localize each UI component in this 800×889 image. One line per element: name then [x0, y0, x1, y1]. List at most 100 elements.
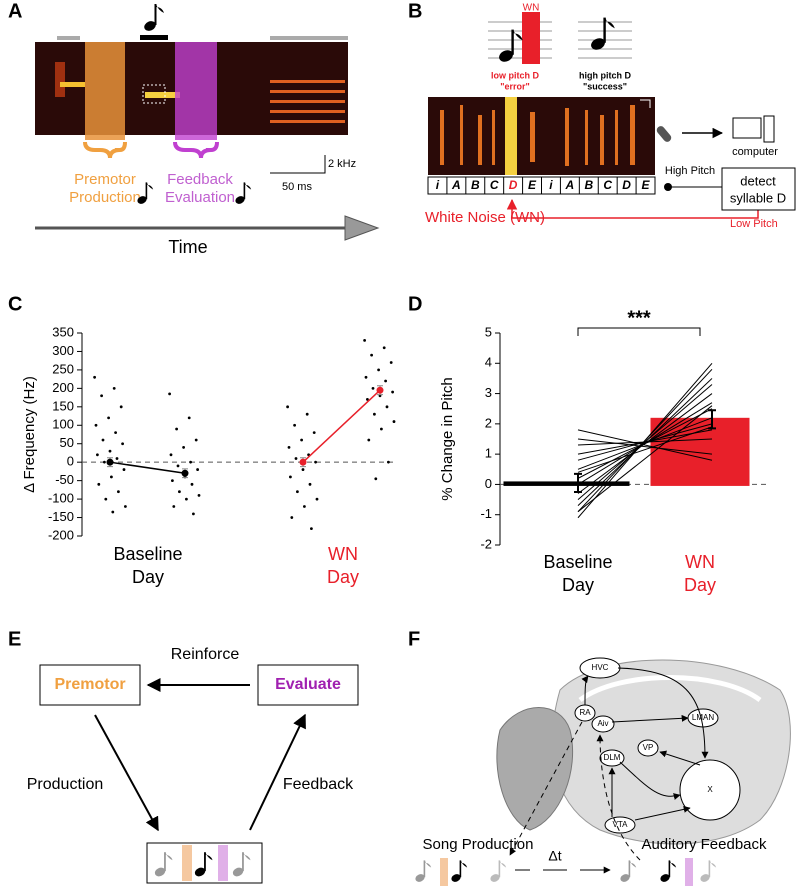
syllable: E: [642, 178, 651, 192]
point: [100, 394, 103, 398]
label: Premotor: [74, 171, 136, 188]
y-tick-label: 200: [52, 380, 74, 395]
y-tick-label: 1: [485, 446, 492, 461]
panel-label: B: [408, 0, 422, 22]
note: [142, 4, 164, 33]
syllable: i: [436, 178, 440, 192]
label: Δt: [548, 848, 561, 864]
streak: [55, 62, 65, 97]
point: [310, 527, 313, 531]
label: detect: [740, 173, 776, 188]
point: [114, 431, 117, 435]
label: Auditory Feedback: [641, 836, 767, 853]
category-label: Day: [562, 575, 594, 595]
point: [194, 438, 198, 442]
point: [168, 392, 172, 396]
y-tick-label: 150: [52, 398, 74, 413]
dashed-arrow: [509, 721, 583, 856]
category-label: Baseline: [113, 544, 182, 564]
syllable: E: [528, 178, 537, 192]
point: [124, 505, 127, 508]
region-label: X: [707, 785, 713, 794]
y-tick-label: -2: [480, 536, 492, 551]
bar: [650, 417, 750, 486]
panel-label: C: [8, 293, 22, 315]
mean-point: [181, 469, 189, 477]
point: [117, 490, 120, 494]
point: [169, 453, 173, 457]
point: [94, 423, 98, 427]
microphone: [656, 126, 672, 142]
note: [450, 860, 468, 884]
connections: [581, 667, 709, 821]
label: low pitch D: [491, 70, 539, 80]
subject-line: [577, 369, 713, 513]
feedback-mark: [218, 845, 228, 881]
region-label: VP: [643, 743, 654, 752]
y-tick-label: -200: [48, 527, 74, 542]
category-label: WN: [328, 544, 358, 564]
point: [176, 464, 180, 468]
black-bar: [140, 35, 168, 40]
syllable: A: [565, 178, 575, 192]
streak: [60, 82, 85, 87]
label: "error": [500, 81, 530, 91]
y-tick-label: 250: [52, 361, 74, 376]
point: [392, 420, 396, 423]
mean-line: [109, 461, 186, 474]
label: computer: [732, 146, 778, 158]
region-label: VTA: [613, 820, 629, 829]
y-tick-label: -50: [55, 472, 74, 487]
point: [189, 460, 193, 464]
y-tick-label: -150: [48, 509, 74, 524]
panel-a: Premotor Production Feedback Evaluation …: [35, 4, 380, 257]
mark: [440, 858, 448, 886]
wn-tag: WN: [523, 3, 540, 14]
brain: [551, 659, 791, 845]
point: [96, 453, 99, 457]
point: [182, 446, 186, 449]
point: [185, 497, 188, 501]
point: [119, 405, 123, 409]
y-tick-label: 3: [485, 385, 492, 400]
significance: ***: [627, 307, 651, 329]
axis-label: Time: [168, 237, 207, 257]
point: [290, 516, 294, 519]
point: [367, 438, 371, 442]
y-axis-label: Δ Frequency (Hz): [21, 376, 38, 493]
syllable: C: [603, 178, 612, 192]
point: [391, 390, 394, 394]
point: [300, 438, 303, 442]
y-tick-label: 4: [485, 355, 492, 370]
scale-bar: [270, 155, 326, 174]
point: [384, 379, 387, 383]
brace: [83, 141, 127, 159]
label: White Noise (WN): [425, 209, 545, 226]
category-label: Day: [684, 575, 716, 595]
feedback-band: [175, 42, 217, 140]
point: [374, 477, 378, 481]
point: [294, 457, 298, 460]
feedback-line: [506, 198, 759, 219]
y-tick-label: 100: [52, 417, 74, 432]
point: [111, 510, 115, 514]
label: Feedback: [283, 776, 354, 793]
panel-label: E: [8, 628, 21, 650]
arrow-head: [344, 215, 380, 241]
point: [187, 416, 191, 420]
point: [171, 479, 174, 483]
mean-point: [299, 458, 307, 466]
label: Reinforce: [171, 646, 240, 663]
point: [192, 512, 195, 516]
label: "success": [583, 81, 627, 91]
y-tick-label: -1: [480, 506, 492, 521]
subject-line: [577, 429, 713, 461]
point: [93, 375, 96, 379]
scale-corner: [640, 99, 651, 108]
point: [115, 457, 119, 460]
point: [305, 412, 309, 416]
harmonics: [270, 80, 345, 123]
syllable: B: [471, 178, 480, 192]
